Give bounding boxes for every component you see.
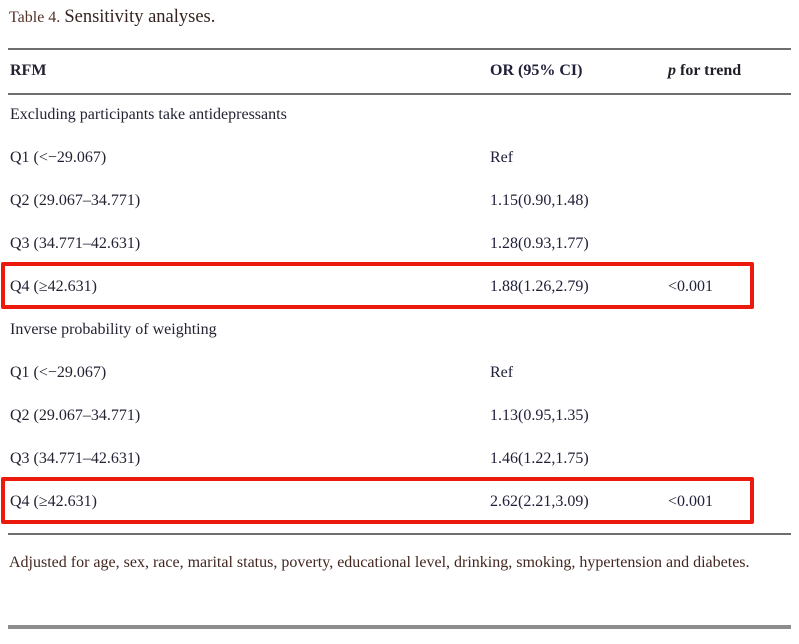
cell-rfm: Q1 (<−29.067)	[10, 148, 107, 166]
table-row: Q3 (34.771–42.631) 1.46(1.22,1.75)	[8, 437, 791, 480]
table-caption: Table 4. Sensitivity analyses.	[9, 7, 215, 28]
table-row-highlighted: Q4 (≥42.631) 1.88(1.26,2.79) <0.001	[1, 262, 791, 309]
table-row: Q3 (34.771–42.631) 1.28(0.93,1.77)	[8, 222, 791, 265]
section-header-row: Inverse probability of weighting	[8, 308, 791, 351]
table-top-rule	[8, 48, 791, 50]
cell-or: 2.62(2.21,3.09)	[490, 492, 589, 510]
section-title: Inverse probability of weighting	[10, 320, 217, 338]
table-row: Q1 (<−29.067) Ref	[8, 351, 791, 394]
cell-or: 1.15(0.90,1.48)	[490, 191, 589, 209]
p-symbol: p	[668, 61, 676, 79]
cell-or: 1.28(0.93,1.77)	[490, 234, 589, 252]
cell-or: 1.46(1.22,1.75)	[490, 449, 589, 467]
cell-rfm: Q1 (<−29.067)	[10, 363, 107, 381]
cell-rfm: Q4 (≥42.631)	[10, 492, 97, 510]
cell-rfm: Q3 (34.771–42.631)	[10, 234, 141, 252]
cell-rfm: Q4 (≥42.631)	[10, 277, 97, 295]
cell-or: Ref	[490, 363, 514, 381]
table-footnote: Adjusted for age, sex, race, marital sta…	[9, 554, 750, 571]
column-header-rfm: RFM	[10, 61, 47, 79]
table-row: Q1 (<−29.067) Ref	[8, 136, 791, 179]
cell-or: Ref	[490, 148, 514, 166]
column-header-or: OR (95% CI)	[490, 61, 583, 79]
table-header-row: RFM OR (95% CI) p for trend	[8, 48, 791, 93]
table-bottom-rule	[8, 533, 791, 535]
table-number-label: Table 4.	[9, 9, 61, 26]
cell-or: 1.13(0.95,1.35)	[490, 406, 589, 424]
table-row: Q2 (29.067–34.771) 1.13(0.95,1.35)	[8, 394, 791, 437]
table-row: Q2 (29.067–34.771) 1.15(0.90,1.48)	[8, 179, 791, 222]
table-body: Excluding participants take antidepressa…	[1, 93, 791, 524]
cell-rfm: Q2 (29.067–34.771)	[10, 406, 141, 424]
table-title: Sensitivity analyses.	[64, 7, 216, 27]
cell-p: <0.001	[668, 277, 714, 295]
cell-rfm: Q3 (34.771–42.631)	[10, 449, 141, 467]
cell-rfm: Q2 (29.067–34.771)	[10, 191, 141, 209]
header-divider-rule	[8, 93, 791, 95]
cell-or: 1.88(1.26,2.79)	[490, 277, 589, 295]
table-row-highlighted: Q4 (≥42.631) 2.62(2.21,3.09) <0.001	[1, 477, 791, 524]
column-header-p-trend: p for trend	[663, 62, 791, 80]
section-title: Excluding participants take antidepressa…	[10, 105, 287, 123]
section-header-row: Excluding participants take antidepressa…	[8, 93, 791, 136]
cell-p: <0.001	[668, 492, 714, 510]
page-bottom-rule	[8, 625, 791, 629]
p-trend-text: for trend	[676, 61, 742, 79]
